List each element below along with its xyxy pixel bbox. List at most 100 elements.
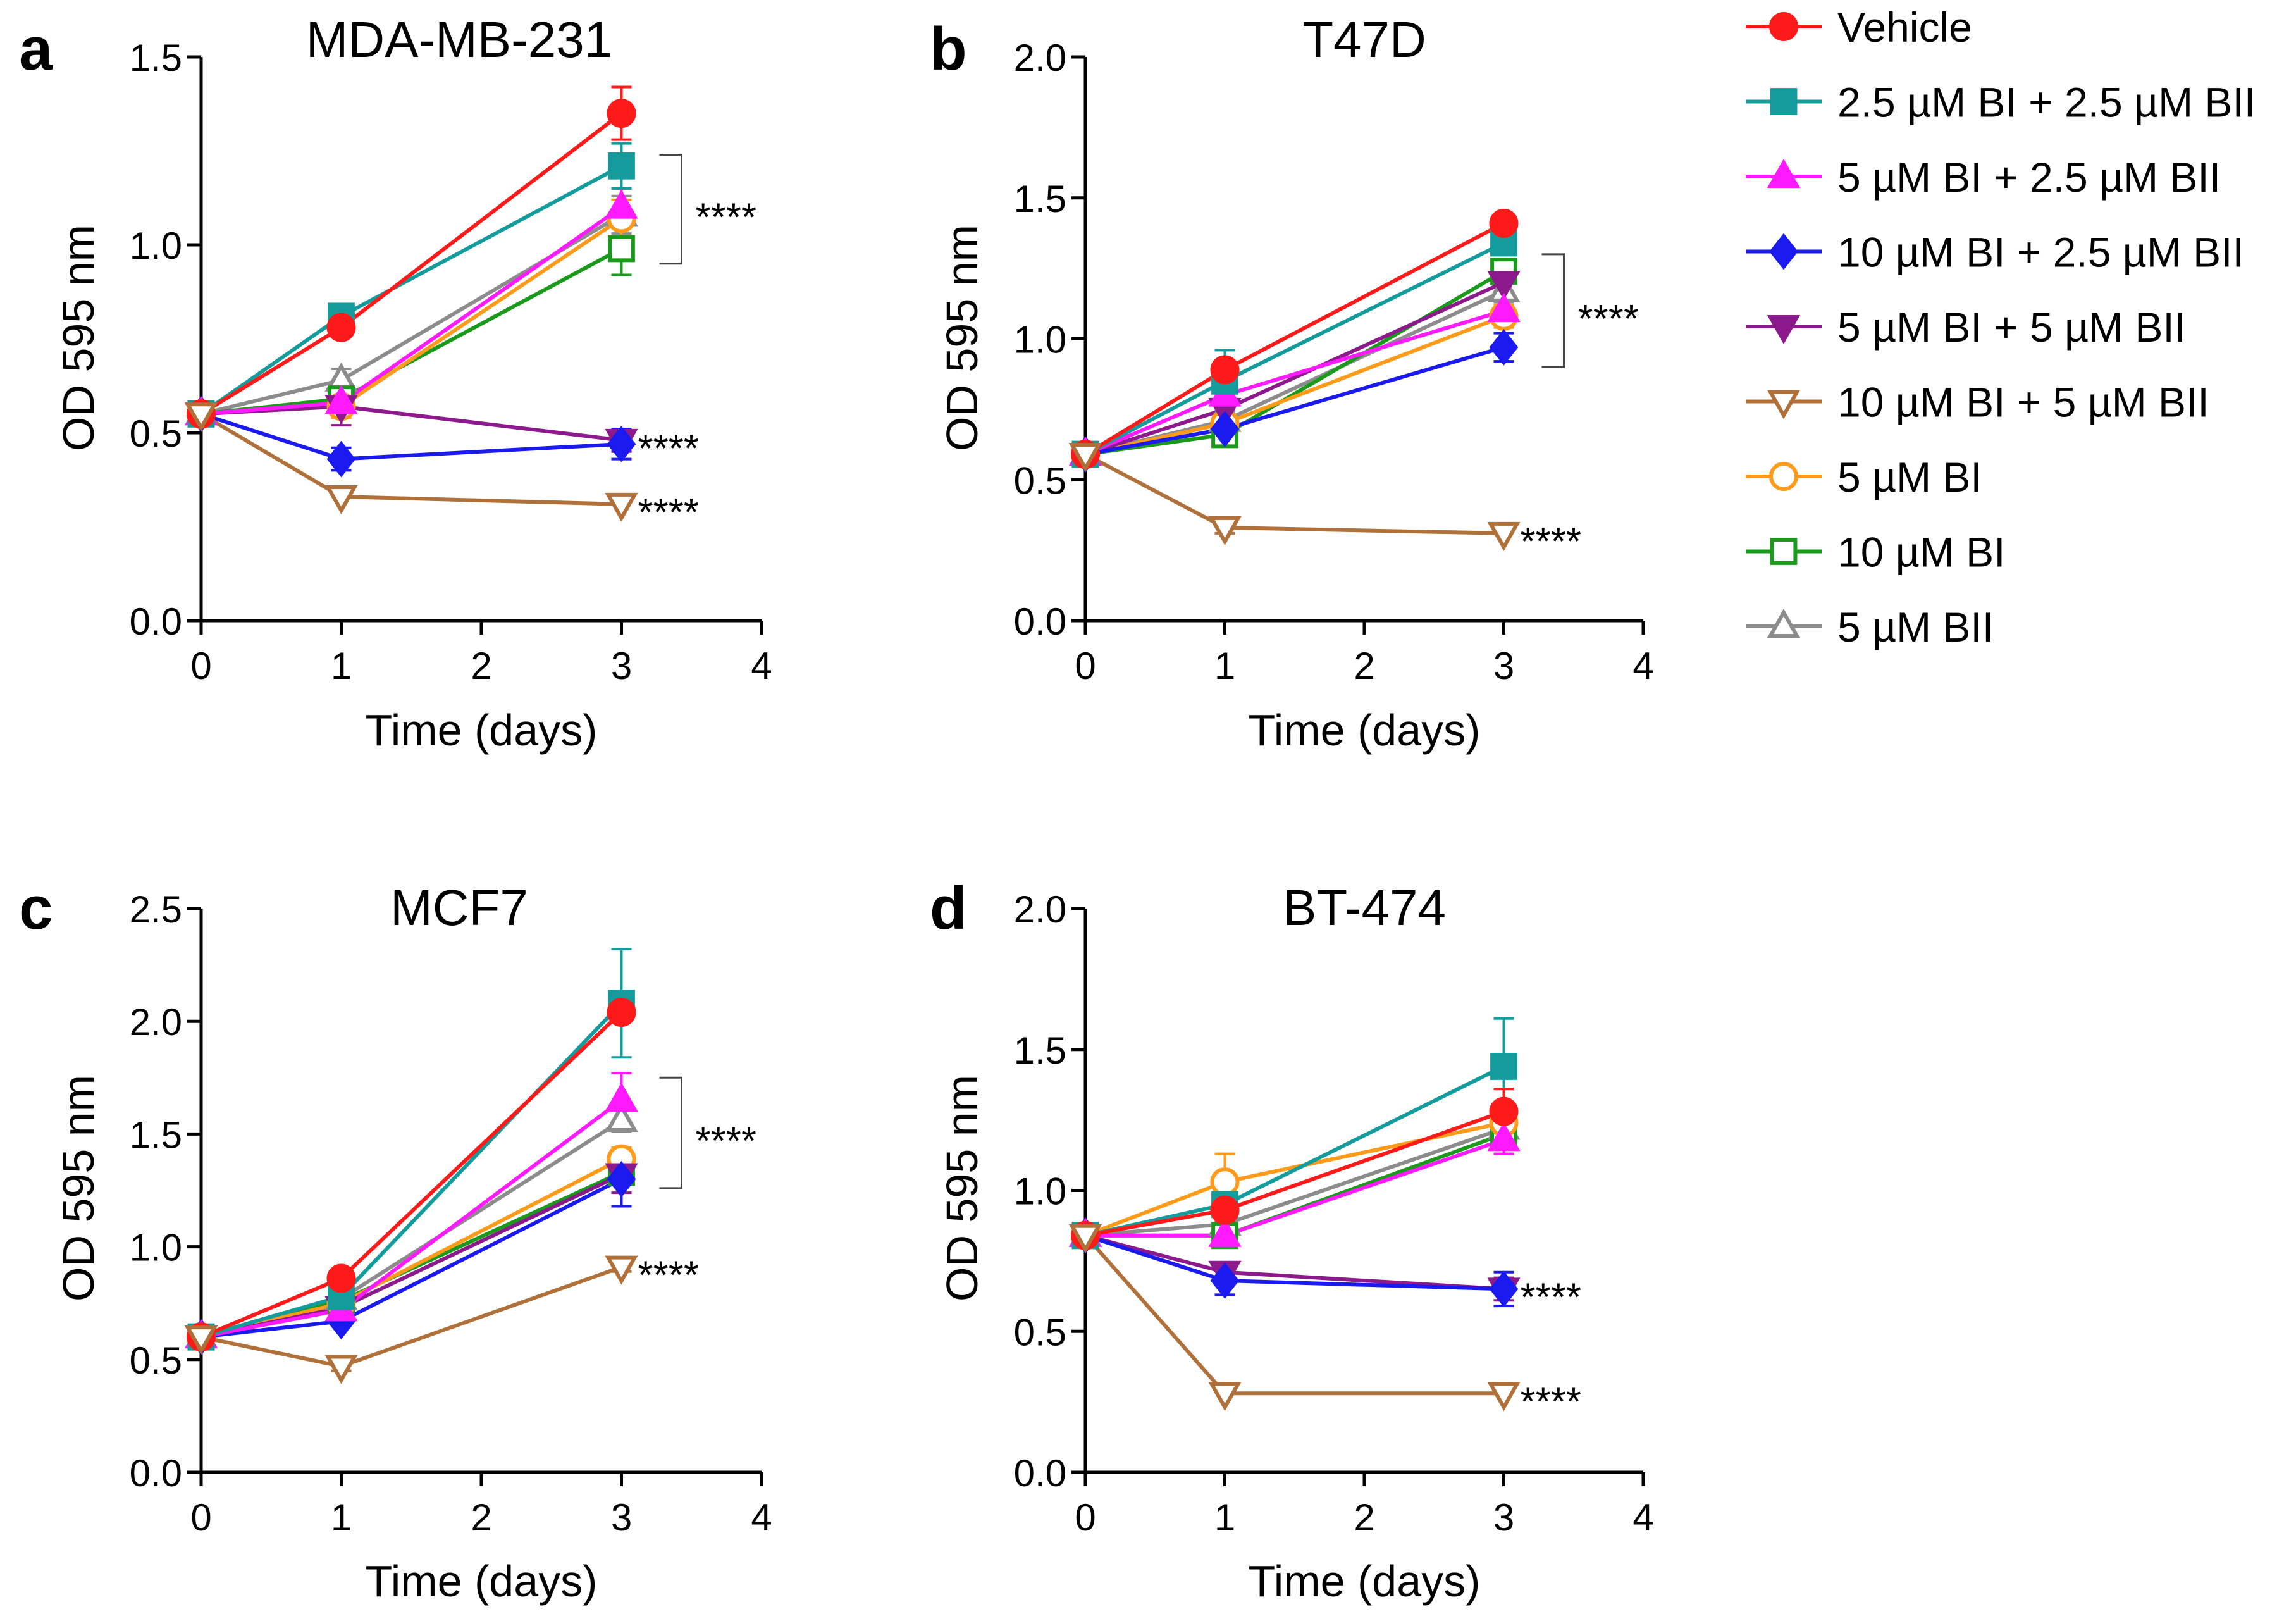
legend-marker xyxy=(1769,12,1798,41)
series-0 xyxy=(1075,1088,1514,1243)
markers-0 xyxy=(187,997,636,1352)
legend-item: 10 µM BI + 2.5 µM BII xyxy=(1746,229,2244,276)
significance-label: **** xyxy=(1521,1276,1582,1319)
significance-label: **** xyxy=(1521,520,1582,564)
x-tick-label: 0 xyxy=(190,1496,211,1539)
series-line xyxy=(1085,1109,1505,1238)
legend-marker xyxy=(1767,158,1801,188)
series-line xyxy=(1084,1120,1505,1238)
legend-label: 10 µM BI xyxy=(1837,529,2005,576)
series-1 xyxy=(1084,233,1514,456)
data-point xyxy=(324,485,358,515)
data-point xyxy=(608,152,635,180)
data-point xyxy=(1210,355,1240,385)
data-point xyxy=(1208,1382,1242,1412)
x-tick-label: 1 xyxy=(1214,645,1235,687)
y-axis-label: OD 595 nm xyxy=(937,225,987,451)
panel-b: b T47D Time (days) OD 595 nm 0.0 0.5 1.0 1.… xyxy=(930,11,1654,755)
x-tick-label: 3 xyxy=(1493,645,1514,687)
series-line xyxy=(201,206,623,416)
series-line xyxy=(200,412,622,506)
significance-label: **** xyxy=(696,196,757,240)
y-tick-label: 1.5 xyxy=(1014,178,1066,220)
x-tick-label: 4 xyxy=(751,645,772,687)
significance-label: **** xyxy=(1521,1380,1582,1424)
data-point xyxy=(1490,1053,1517,1080)
x-tick-label: 0 xyxy=(1075,1496,1096,1539)
markers-5 xyxy=(1068,1224,1521,1412)
series-line xyxy=(201,216,623,416)
data-point xyxy=(608,235,635,263)
legend-item: 5 µM BII xyxy=(1746,604,1994,650)
legend-item: 2.5 µM BI + 2.5 µM BII xyxy=(1746,79,2256,126)
legend-item: Vehicle xyxy=(1746,4,1972,51)
markers-7 xyxy=(187,235,635,428)
y-tick-label: 0.5 xyxy=(130,1339,182,1382)
y-tick-label: 1.5 xyxy=(130,1114,182,1156)
markers-5 xyxy=(1068,443,1521,551)
significance-bracket xyxy=(1541,253,1565,368)
series-6 xyxy=(201,198,632,419)
panel-c: c MCF7 Time (days) OD 595 nm 0.0 0.5 1.0 1.… xyxy=(19,874,772,1606)
significance-label: **** xyxy=(638,1254,700,1298)
markers-5 xyxy=(184,402,638,522)
markers-4 xyxy=(1068,1224,1521,1307)
chart-title: BT-474 xyxy=(1283,879,1446,936)
series-line xyxy=(1084,241,1505,456)
data-point xyxy=(1210,411,1240,447)
series-7 xyxy=(201,221,632,416)
legend-marker xyxy=(1767,390,1801,419)
legend-item: 5 µM BI xyxy=(1746,454,1982,500)
markers-8 xyxy=(184,197,638,426)
data-point xyxy=(607,997,636,1027)
y-axis-label: OD 595 nm xyxy=(937,1075,987,1301)
y-tick-label: 0.5 xyxy=(1014,459,1066,502)
series-line xyxy=(1084,452,1504,535)
x-axis-label: Time (days) xyxy=(1249,1556,1481,1606)
markers-2 xyxy=(184,189,638,426)
data-point xyxy=(605,1082,638,1112)
x-tick-label: 3 xyxy=(611,1496,632,1539)
legend-item: 5 µM BI + 2.5 µM BII xyxy=(1746,154,2221,201)
x-tick-label: 2 xyxy=(471,645,491,687)
data-point xyxy=(326,1263,356,1293)
data-point xyxy=(1487,271,1521,301)
y-tick-label: 1.0 xyxy=(130,225,182,267)
legend-marker xyxy=(1769,462,1798,491)
data-point xyxy=(1210,1167,1240,1197)
data-point xyxy=(326,313,356,342)
plot-area: 0.0 0.5 1.0 1.5 0 1 2 3 4 **** **** **** xyxy=(130,37,772,687)
data-point xyxy=(1208,516,1242,546)
x-axis-label: Time (days) xyxy=(1249,705,1481,755)
markers-2 xyxy=(184,1082,638,1349)
x-tick-label: 2 xyxy=(471,1496,491,1539)
chart-title: T47D xyxy=(1302,11,1426,68)
series-line xyxy=(1083,1234,1504,1396)
data-point xyxy=(1489,208,1519,238)
data-point xyxy=(1210,1262,1240,1299)
plot-area: 0.0 0.5 1.0 1.5 2.0 0 1 2 3 4 **** **** xyxy=(1014,888,1654,1539)
series-2 xyxy=(201,187,632,416)
y-tick-label: 0.5 xyxy=(1014,1311,1066,1353)
significance-bracket xyxy=(659,153,682,265)
data-point xyxy=(1487,292,1521,322)
markers-3 xyxy=(1071,329,1519,473)
data-point xyxy=(607,425,636,462)
y-tick-label: 0.0 xyxy=(130,1452,182,1494)
data-point xyxy=(1068,1224,1102,1253)
data-point xyxy=(1489,1096,1519,1126)
data-point xyxy=(605,492,638,522)
significance-label: **** xyxy=(696,1120,757,1164)
series-line xyxy=(201,1265,622,1369)
x-tick-label: 4 xyxy=(1633,1496,1653,1539)
legend-label: 5 µM BII xyxy=(1837,604,1994,650)
legend-marker xyxy=(1769,233,1798,270)
legend-marker xyxy=(1770,538,1798,565)
x-tick-label: 4 xyxy=(1633,645,1653,687)
legend-label: 5 µM BI + 2.5 µM BII xyxy=(1837,154,2221,201)
x-axis-label: Time (days) xyxy=(366,705,598,755)
x-tick-label: 0 xyxy=(190,645,211,687)
series-5 xyxy=(1084,452,1504,535)
legend-label: 10 µM BI + 5 µM BII xyxy=(1837,379,2209,426)
series-3 xyxy=(1075,1228,1514,1308)
